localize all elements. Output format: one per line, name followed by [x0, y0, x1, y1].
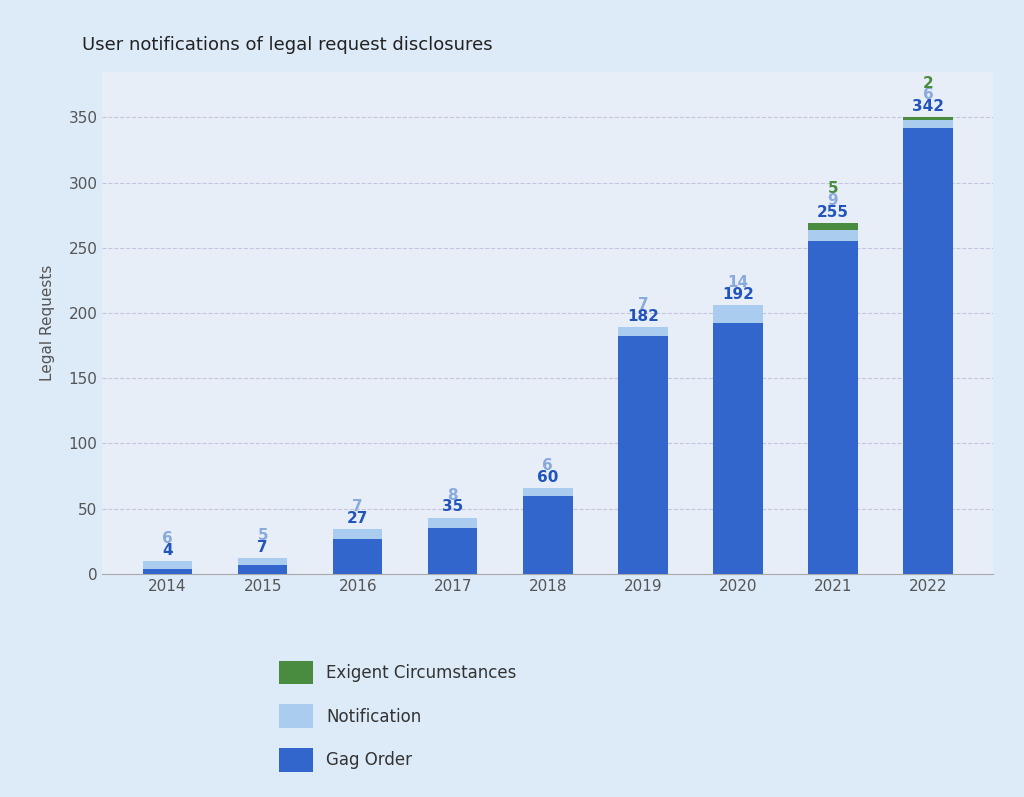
Bar [808, 223, 858, 230]
Bar [618, 328, 668, 336]
Text: 4: 4 [162, 543, 173, 558]
Bar [428, 518, 477, 528]
Bar [808, 230, 858, 241]
Text: 27: 27 [347, 511, 369, 526]
Text: 5: 5 [257, 528, 268, 544]
Text: 14: 14 [727, 275, 749, 290]
Text: 60: 60 [538, 469, 558, 485]
Bar [523, 496, 572, 574]
Text: 8: 8 [447, 488, 458, 503]
Bar [238, 565, 288, 574]
Bar [523, 488, 572, 496]
Bar [143, 568, 193, 574]
Text: User notifications of legal request disclosures: User notifications of legal request disc… [82, 36, 493, 54]
Bar [143, 561, 193, 568]
Y-axis label: Legal Requests: Legal Requests [40, 265, 54, 381]
Legend: Exigent Circumstances, Notification, Gag Order: Exigent Circumstances, Notification, Gag… [271, 653, 525, 780]
Text: 7: 7 [257, 540, 268, 555]
Bar [333, 539, 382, 574]
Text: 9: 9 [827, 193, 839, 208]
Bar [714, 324, 763, 574]
Text: 35: 35 [442, 500, 464, 515]
Text: 7: 7 [352, 500, 364, 515]
Bar [808, 241, 858, 574]
Text: 6: 6 [162, 531, 173, 546]
Text: 7: 7 [638, 297, 648, 312]
Text: 192: 192 [722, 287, 754, 302]
Bar [428, 528, 477, 574]
Text: 2: 2 [923, 76, 934, 91]
Bar [238, 558, 288, 565]
Text: 182: 182 [627, 309, 658, 324]
Bar [333, 529, 382, 539]
Bar [618, 336, 668, 574]
Bar [714, 305, 763, 324]
Bar [903, 120, 952, 128]
Text: 6: 6 [923, 88, 934, 102]
Text: 5: 5 [827, 181, 839, 196]
Text: 255: 255 [817, 205, 849, 220]
Text: 342: 342 [912, 99, 944, 114]
Bar [903, 117, 952, 120]
Bar [903, 128, 952, 574]
Text: 6: 6 [543, 457, 553, 473]
